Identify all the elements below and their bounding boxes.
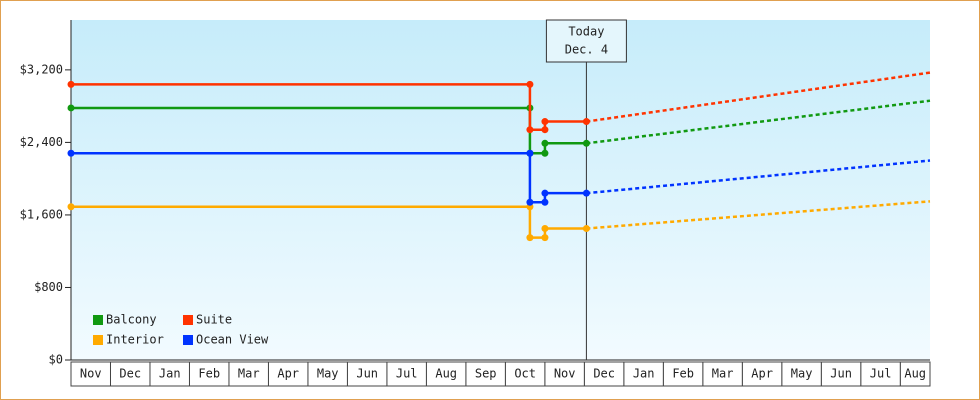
point: [582, 118, 590, 126]
x-tick-label: Aug: [904, 367, 926, 381]
today-box: [545, 19, 627, 63]
point: [541, 225, 549, 233]
legend-label: Balcony: [106, 313, 157, 327]
month-cell: [623, 361, 664, 387]
month-cell: [228, 361, 269, 387]
point: [582, 189, 590, 197]
point: [541, 198, 549, 206]
month-cell: [899, 361, 931, 387]
series-line: [71, 205, 587, 239]
y-tick-label: $800: [34, 280, 63, 294]
point: [541, 126, 549, 134]
x-tick-label: Apr: [751, 367, 773, 381]
point: [541, 234, 549, 242]
point: [526, 126, 534, 134]
point: [67, 80, 75, 88]
series-line: [71, 106, 587, 155]
legend-swatch: [93, 315, 103, 325]
point: [541, 189, 549, 197]
today-label: Today: [568, 25, 604, 39]
forecast-line: [586, 71, 931, 123]
month-cell: [149, 361, 190, 387]
legend-swatch: [183, 335, 193, 345]
month-cell: [820, 361, 862, 387]
legend-label: Interior: [106, 333, 164, 347]
x-tick-label: Jul: [396, 367, 418, 381]
month-cell: [662, 361, 704, 387]
month-cell: [109, 361, 151, 387]
x-tick-label: Feb: [198, 367, 220, 381]
y-tick-label: $1,600: [20, 207, 63, 221]
point: [541, 118, 549, 126]
x-tick-label: Nov: [80, 367, 102, 381]
month-cell: [346, 361, 388, 387]
x-tick-label: Jan: [159, 367, 181, 381]
legend-swatch: [183, 315, 193, 325]
legend-label: Suite: [196, 313, 232, 327]
point: [67, 149, 75, 157]
forecast-line: [586, 99, 931, 145]
plot-area: [71, 20, 930, 360]
x-tick-label: Mar: [238, 367, 260, 381]
point: [541, 139, 549, 147]
point: [541, 149, 549, 157]
x-tick-label: Dec: [119, 367, 141, 381]
month-cell: [70, 361, 111, 387]
x-tick-label: Jan: [633, 367, 655, 381]
month-cell: [188, 361, 230, 387]
x-tick-label: Nov: [554, 367, 576, 381]
x-tick-label: May: [317, 367, 339, 381]
y-tick-label: $3,200: [20, 62, 63, 76]
legend-swatch: [93, 335, 103, 345]
point: [582, 225, 590, 233]
x-tick-label: Mar: [712, 367, 734, 381]
point: [67, 203, 75, 211]
month-cell: [425, 361, 467, 387]
x-tick-label: Jul: [870, 367, 892, 381]
x-tick-label: May: [791, 367, 813, 381]
legend-label: Ocean View: [196, 333, 269, 347]
series-line: [71, 83, 587, 131]
point: [582, 139, 590, 147]
x-tick-label: Aug: [435, 367, 457, 381]
y-tick-label: $2,400: [20, 135, 63, 149]
month-cell: [741, 361, 783, 387]
month-cell: [860, 361, 901, 387]
x-tick-label: Sep: [475, 367, 497, 381]
point: [526, 234, 534, 242]
month-cell: [781, 361, 822, 387]
point: [67, 104, 75, 112]
point: [526, 198, 534, 206]
month-cell: [544, 361, 585, 387]
forecast-line: [586, 200, 931, 230]
month-cell: [504, 361, 546, 387]
today-date: Dec. 4: [565, 43, 608, 57]
x-tick-label: Jun: [830, 367, 852, 381]
point: [526, 80, 534, 88]
point: [526, 149, 534, 157]
x-tick-label: Apr: [277, 367, 299, 381]
x-tick-label: Oct: [514, 367, 536, 381]
y-tick-label: $0: [49, 353, 63, 367]
forecast-line: [586, 159, 931, 195]
series-line: [71, 152, 587, 204]
x-tick-label: Dec: [593, 367, 615, 381]
x-tick-label: Feb: [672, 367, 694, 381]
x-tick-label: Jun: [356, 367, 378, 381]
